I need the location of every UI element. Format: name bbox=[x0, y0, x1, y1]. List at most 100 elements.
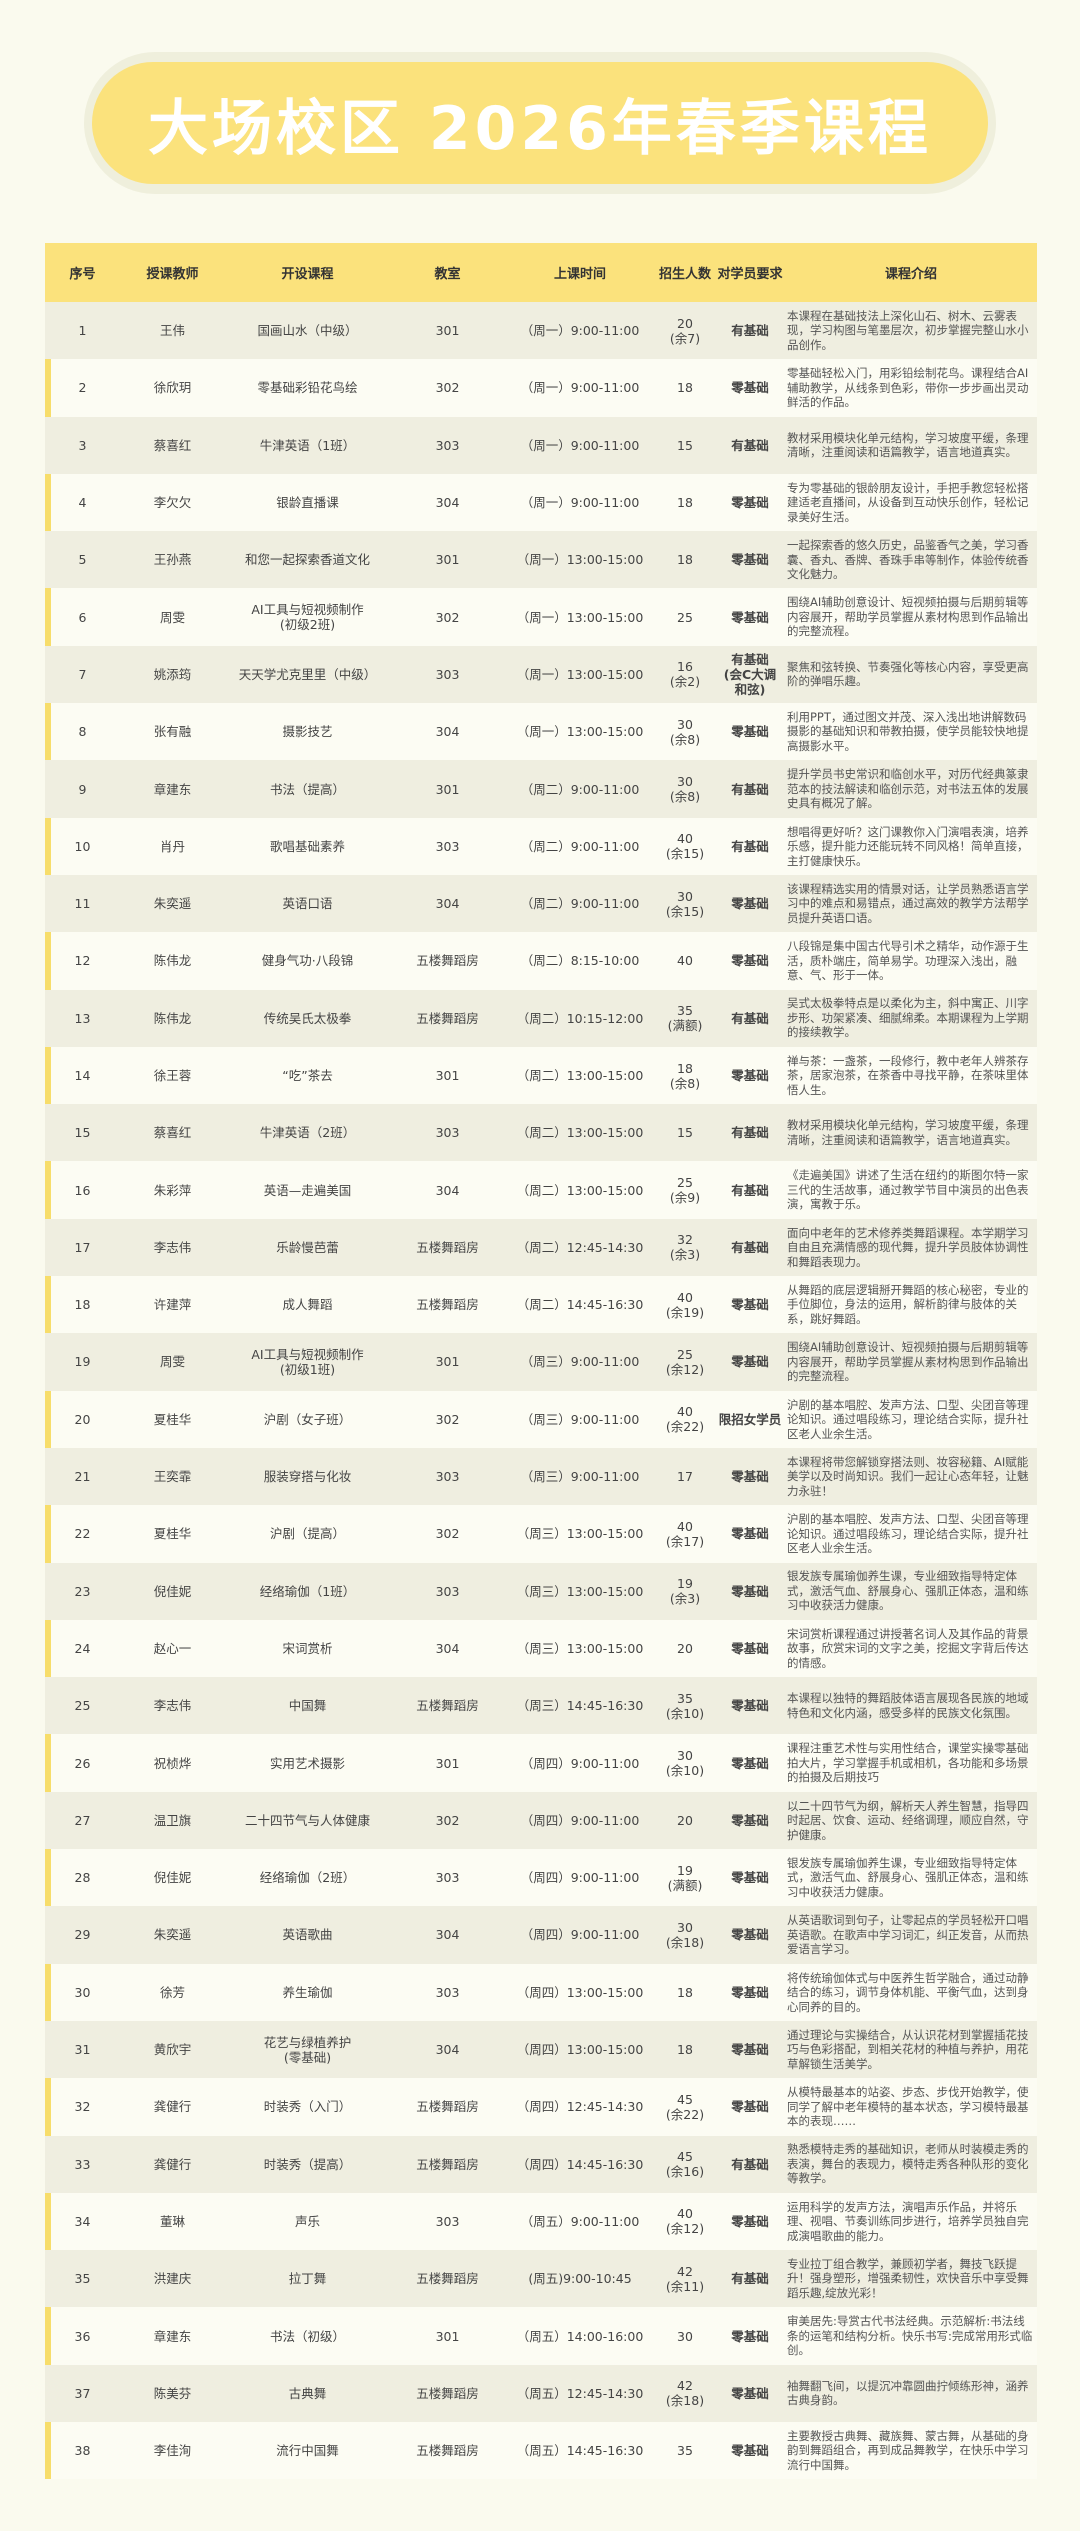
course-cell: 歌唱基础素养 bbox=[225, 817, 390, 875]
header-description: 课程介绍 bbox=[785, 243, 1037, 302]
course-cell: 古典舞 bbox=[225, 2364, 390, 2422]
row-index-cell: 37 bbox=[45, 2364, 120, 2422]
time-cell: （周三）13:00-15:00 bbox=[505, 1562, 655, 1620]
requirement-cell: 有基础 (会C大调 和弦) bbox=[715, 645, 785, 704]
description-cell: 袖舞翻飞间，以提沉冲靠圆曲拧倾练形神，涵养古典身韵。 bbox=[785, 2364, 1037, 2422]
enrollment-cell: 40 (余17) bbox=[655, 1505, 715, 1563]
teacher-cell: 朱彩萍 bbox=[120, 1161, 225, 1219]
row-index-cell: 21 bbox=[45, 1447, 120, 1506]
time-cell: （周五）12:45-14:30 bbox=[505, 2364, 655, 2422]
requirement-cell: 有基础 bbox=[715, 817, 785, 875]
teacher-cell: 洪建庆 bbox=[120, 2250, 225, 2308]
time-cell: （周三）9:00-11:00 bbox=[505, 1390, 655, 1448]
header-requirement: 对学员要求 bbox=[715, 243, 785, 302]
table-row: 29 朱奕遥 英语歌曲 304 （周四）9:00-11:00 30 (余18) 零基础 从英语… bbox=[45, 1906, 1037, 1964]
table-row: 12 陈伟龙 健身气功·八段锦 五楼舞蹈房 （周二）8:15-10:00 40 零基础 八段锦… bbox=[45, 932, 1037, 990]
table-row: 3 蔡喜红 牛津英语（1班） 303 （周一）9:00-11:00 15 有基础 教材采用模块… bbox=[45, 416, 1037, 474]
enrollment-cell: 40 (余19) bbox=[655, 1276, 715, 1334]
course-table: 序号 授课教师 开设课程 教室 上课时间 招生人数 对学员要求 课程介绍 1 王伟… bbox=[45, 243, 1037, 2480]
table-row: 1 王伟 国画山水（中级） 301 （周一）9:00-11:00 20 (余7) 有基础 本课… bbox=[45, 302, 1037, 360]
description-cell: 吴式太极拳特点是以柔化为主，斜中寓正、川字步形、功架紧凑、细腻绵柔。本期课程为上… bbox=[785, 989, 1037, 1047]
enrollment-cell: 20 bbox=[655, 1791, 715, 1850]
time-cell: （周四）9:00-11:00 bbox=[505, 1906, 655, 1964]
enrollment-cell: 30 (余8) bbox=[655, 703, 715, 761]
requirement-cell: 零基础 bbox=[715, 2078, 785, 2136]
teacher-cell: 董琳 bbox=[120, 2192, 225, 2251]
course-cell: 经络瑜伽（1班） bbox=[225, 1562, 390, 1620]
enrollment-cell: 35 (满额) bbox=[655, 989, 715, 1047]
table-row: 4 李欠欠 银龄直播课 304 （周一）9:00-11:00 18 零基础 专为零基础的银龄朋… bbox=[45, 473, 1037, 532]
enrollment-cell: 45 (余16) bbox=[655, 2135, 715, 2193]
time-cell: （周一）13:00-15:00 bbox=[505, 531, 655, 589]
teacher-cell: 倪佳妮 bbox=[120, 1562, 225, 1620]
requirement-cell: 零基础 bbox=[715, 588, 785, 646]
requirement-cell: 有基础 bbox=[715, 416, 785, 474]
requirement-cell: 零基础 bbox=[715, 2307, 785, 2365]
description-cell: 主要教授古典舞、藏族舞、蒙古舞，从基础的身韵到舞蹈组合，再到成品舞教学，在快乐中… bbox=[785, 2421, 1037, 2480]
course-cell: 银龄直播课 bbox=[225, 473, 390, 532]
course-cell: 中国舞 bbox=[225, 1677, 390, 1735]
course-cell: 声乐 bbox=[225, 2192, 390, 2251]
row-index-cell: 12 bbox=[45, 932, 120, 990]
description-cell: 从舞蹈的底层逻辑掰开舞蹈的核心秘密，专业的手位脚位，身法的运用，解析韵律与肢体的… bbox=[785, 1276, 1037, 1334]
row-index-cell: 8 bbox=[45, 703, 120, 761]
course-cell: 沪剧（女子班） bbox=[225, 1390, 390, 1448]
row-index-cell: 7 bbox=[45, 645, 120, 704]
enrollment-cell: 42 (余18) bbox=[655, 2364, 715, 2422]
teacher-cell: 李志伟 bbox=[120, 1218, 225, 1277]
time-cell: （周二）8:15-10:00 bbox=[505, 932, 655, 990]
teacher-cell: 倪佳妮 bbox=[120, 1849, 225, 1907]
requirement-cell: 有基础 bbox=[715, 2250, 785, 2308]
time-cell: （周三）13:00-15:00 bbox=[505, 1619, 655, 1678]
table-row: 32 龚健行 时装秀（入门） 五楼舞蹈房 （周四）12:45-14:30 45 (余22)… bbox=[45, 2078, 1037, 2136]
room-cell: 304 bbox=[390, 1161, 505, 1219]
table-row: 37 陈美芬 古典舞 五楼舞蹈房 （周五）12:45-14:30 42 (余18) 零基础袖… bbox=[45, 2364, 1037, 2422]
requirement-cell: 零基础 bbox=[715, 1963, 785, 2021]
requirement-cell: 零基础 bbox=[715, 1906, 785, 1964]
enrollment-cell: 42 (余11) bbox=[655, 2250, 715, 2308]
requirement-cell: 零基础 bbox=[715, 1849, 785, 1907]
table-row: 6 周雯 AI工具与短视频制作 (初级2班) 302 （周一）13:00-15:00 25… bbox=[45, 588, 1037, 646]
description-cell: 一起探索香的悠久历史，品鉴香气之美，学习香囊、香丸、香牌、香珠手串等制作，体验传… bbox=[785, 531, 1037, 589]
requirement-cell: 零基础 bbox=[715, 1046, 785, 1105]
enrollment-cell: 40 bbox=[655, 932, 715, 990]
enrollment-cell: 18 bbox=[655, 473, 715, 532]
room-cell: 五楼舞蹈房 bbox=[390, 1218, 505, 1277]
requirement-cell: 零基础 bbox=[715, 1447, 785, 1506]
table-row: 28 倪佳妮 经络瑜伽（2班） 303 （周四）9:00-11:00 19 (满额) 零基础… bbox=[45, 1849, 1037, 1907]
course-cell: 英语口语 bbox=[225, 874, 390, 933]
requirement-cell: 零基础 bbox=[715, 1619, 785, 1678]
enrollment-cell: 35 bbox=[655, 2421, 715, 2480]
room-cell: 304 bbox=[390, 703, 505, 761]
requirement-cell: 零基础 bbox=[715, 1333, 785, 1391]
teacher-cell: 祝桢烨 bbox=[120, 1734, 225, 1792]
room-cell: 304 bbox=[390, 2020, 505, 2079]
teacher-cell: 徐欣玥 bbox=[120, 359, 225, 417]
enrollment-cell: 25 (余12) bbox=[655, 1333, 715, 1391]
row-index-cell: 29 bbox=[45, 1906, 120, 1964]
header-room: 教室 bbox=[390, 243, 505, 302]
enrollment-cell: 18 (余8) bbox=[655, 1046, 715, 1105]
teacher-cell: 姚添筠 bbox=[120, 645, 225, 704]
course-cell: 宋词赏析 bbox=[225, 1619, 390, 1678]
room-cell: 303 bbox=[390, 817, 505, 875]
enrollment-cell: 18 bbox=[655, 2020, 715, 2079]
enrollment-cell: 25 bbox=[655, 588, 715, 646]
teacher-cell: 夏桂华 bbox=[120, 1505, 225, 1563]
requirement-cell: 零基础 bbox=[715, 2020, 785, 2079]
description-cell: 聚焦和弦转换、节奏强化等核心内容，享受更高阶的弹唱乐趣。 bbox=[785, 645, 1037, 704]
table-row: 25 李志伟 中国舞 五楼舞蹈房 （周三）14:45-16:30 35 (余10) 零基础本… bbox=[45, 1677, 1037, 1735]
table-row: 20 夏桂华 沪剧（女子班） 302 （周三）9:00-11:00 40 (余22) 限招女… bbox=[45, 1390, 1037, 1448]
page-title: 大场校区 2026年春季课程 bbox=[148, 93, 932, 164]
time-cell: （周五）14:45-16:30 bbox=[505, 2421, 655, 2480]
requirement-cell: 有基础 bbox=[715, 989, 785, 1047]
enrollment-cell: 17 bbox=[655, 1447, 715, 1506]
description-cell: 围绕AI辅助创意设计、短视频拍摄与后期剪辑等内容展开，帮助学员掌握从素材构思到作… bbox=[785, 1333, 1037, 1391]
row-index-cell: 1 bbox=[45, 302, 120, 360]
requirement-cell: 零基础 bbox=[715, 1791, 785, 1850]
teacher-cell: 龚健行 bbox=[120, 2078, 225, 2136]
row-index-cell: 36 bbox=[45, 2307, 120, 2365]
teacher-cell: 蔡喜红 bbox=[120, 416, 225, 474]
row-index-cell: 26 bbox=[45, 1734, 120, 1792]
description-cell: 面向中老年的艺术修养类舞蹈课程。本学期学习自由且充满情感的现代舞，提升学员肢体协… bbox=[785, 1218, 1037, 1277]
